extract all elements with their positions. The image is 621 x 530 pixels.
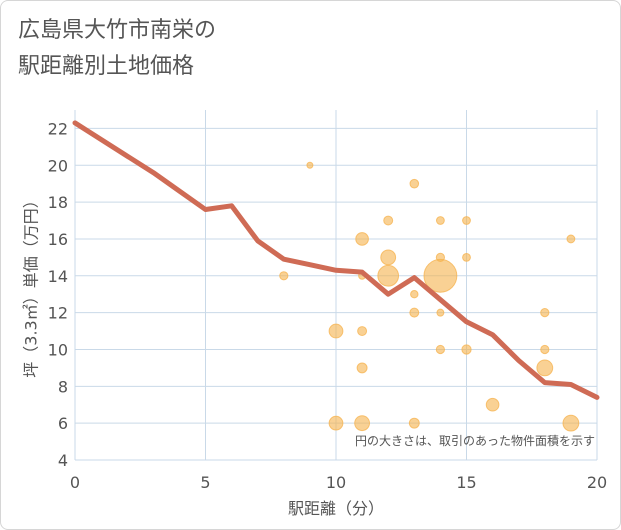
y-tick-label: 22 [48, 119, 68, 138]
bubble-point-4 [355, 232, 369, 246]
x-tick-label: 10 [326, 473, 346, 492]
x-tick-label: 20 [587, 473, 607, 492]
axis-tick-labels: 0 5 10 15 20 4 6 8 10 12 14 16 18 20 22 [48, 119, 608, 492]
y-axis-title: 坪（3.3㎡）単価（万円） [22, 192, 41, 377]
bubble-point-24 [485, 397, 500, 412]
bubble-point-22 [462, 252, 471, 262]
bubble-point-18 [423, 258, 458, 293]
y-tick-label: 16 [48, 230, 68, 249]
x-tick-label: 15 [456, 473, 476, 492]
bubble-point-21 [462, 216, 471, 225]
bubble-point-1 [306, 161, 314, 169]
chart-title-line-1: 広島県大竹市南栄の [18, 18, 217, 43]
chart-title: 広島県大竹市南栄の 駅距離別土地価格 [18, 13, 216, 85]
bubble-point-25 [540, 308, 550, 318]
bubble-point-2 [328, 323, 344, 339]
bubble-point-12 [409, 178, 420, 189]
y-tick-label: 12 [48, 304, 68, 323]
y-tick-label: 14 [48, 267, 68, 286]
bubble-point-27 [536, 359, 554, 377]
x-tick-label: 0 [70, 473, 80, 492]
x-axis-title: 駅距離（分） [288, 499, 384, 518]
bubble-point-19 [436, 308, 445, 317]
y-tick-label: 20 [48, 156, 68, 175]
bubble-point-9 [383, 215, 394, 226]
x-tick-label: 5 [200, 473, 210, 492]
bubble-point-16 [435, 216, 445, 225]
bubble-point-20 [435, 344, 445, 355]
bubble-point-15 [408, 417, 420, 429]
bubble-point-7 [356, 362, 368, 374]
bubble-point-14 [409, 307, 420, 318]
bubble-size-note: 円の大きさは、取引のあった物件面積を示す [355, 433, 595, 448]
bubble-point-10 [380, 249, 397, 266]
trend-line-series [72, 120, 600, 400]
bubble-point-11 [377, 264, 400, 287]
grid-lines [74, 110, 598, 461]
y-tick-label: 8 [58, 377, 68, 396]
bubble-series [279, 161, 580, 432]
chart-title-line-2: 駅距離別土地価格 [18, 54, 195, 79]
bubble-point-13 [410, 290, 419, 299]
y-tick-label: 18 [48, 193, 68, 212]
bubble-point-0 [279, 271, 289, 281]
bubble-point-26 [540, 344, 550, 355]
bubble-point-8 [354, 415, 371, 432]
bubble-point-6 [357, 326, 368, 337]
bubble-point-3 [328, 415, 344, 431]
bubble-point-23 [461, 344, 472, 355]
y-tick-label: 4 [58, 451, 68, 470]
y-tick-label: 6 [58, 414, 68, 433]
trend-line [72, 120, 600, 400]
bubble-point-28 [566, 234, 576, 244]
bubble-point-29 [562, 414, 580, 432]
y-tick-label: 10 [48, 340, 68, 359]
